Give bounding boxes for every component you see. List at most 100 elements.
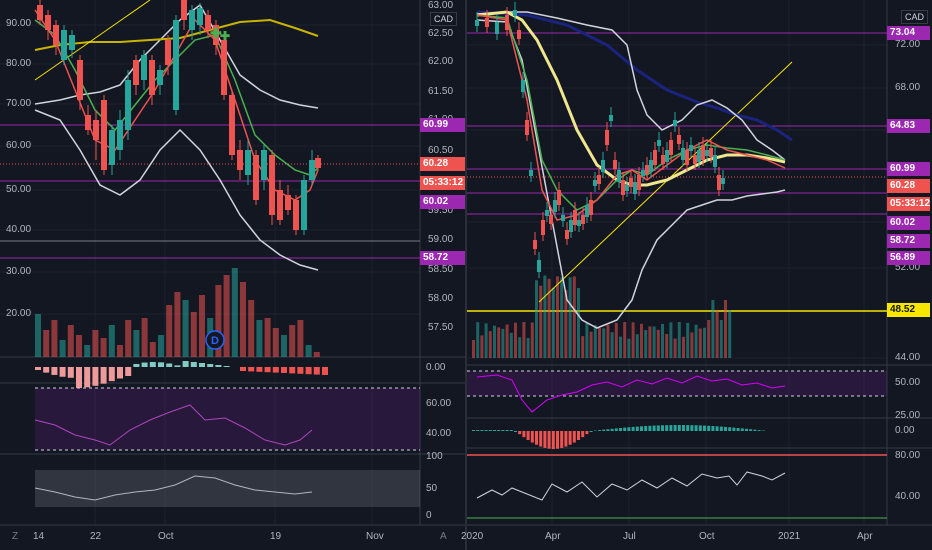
candle — [229, 90, 235, 160]
auto-scale-button[interactable]: A — [440, 531, 447, 542]
candle — [549, 207, 553, 230]
candle — [157, 65, 163, 95]
macd-bar — [84, 367, 91, 388]
macd-bar — [256, 367, 263, 372]
volume-bar — [476, 322, 480, 358]
candle — [697, 142, 701, 168]
candle — [315, 155, 321, 170]
macd-bar — [669, 425, 673, 431]
time-axis[interactable]: Z 14 22 Oct 19 Nov — [0, 526, 420, 550]
oscillator-axis-label: 90.00 — [6, 18, 32, 29]
rsi-line — [476, 374, 786, 413]
volume-bar — [610, 332, 614, 358]
volume-bar — [281, 335, 287, 357]
volume-bar — [572, 276, 576, 358]
buy-signal-marker: ✚ — [210, 25, 222, 41]
macd-bar — [509, 430, 513, 431]
price-axis-label: 63.00 — [428, 0, 454, 11]
rsi-line — [34, 404, 313, 446]
macd-bar — [736, 428, 740, 431]
volume-bar — [133, 330, 140, 357]
moving-average-yellow — [34, 18, 319, 51]
macd-bar — [556, 431, 559, 449]
candle — [657, 132, 661, 152]
macd-bar — [174, 365, 181, 367]
macd-bar — [215, 365, 222, 367]
candlestick-series — [37, 0, 321, 235]
macd-bar — [715, 426, 719, 431]
volume-bar — [686, 322, 690, 358]
macd-bar — [289, 367, 296, 374]
candle — [589, 192, 593, 221]
volume-bar — [493, 325, 496, 358]
candle — [141, 50, 147, 90]
oscillator-axis-label: 30.00 — [6, 266, 32, 277]
macd-bar — [530, 431, 534, 443]
oscillator-axis-label: 20.00 — [6, 308, 32, 319]
candle — [693, 147, 697, 170]
candle — [689, 137, 693, 157]
volume-bar — [272, 328, 279, 357]
volume-bar — [619, 336, 622, 358]
macd-bar — [564, 431, 568, 447]
moving-average-blue — [476, 10, 793, 142]
stoch-axis-label-40: 40.00 — [895, 491, 921, 502]
volume-bar — [199, 295, 205, 357]
volume-bar — [92, 330, 99, 357]
macd-bar — [749, 429, 753, 431]
volume-bar — [535, 280, 538, 358]
time-axis[interactable]: A 2020 Apr Jul Oct 2021 Apr — [440, 526, 887, 550]
volume-bar — [631, 322, 635, 358]
price-badge: 73.04 — [887, 26, 930, 40]
candle — [605, 122, 609, 151]
stoch-axis-label-50: 50 — [426, 483, 438, 494]
right-chart-canvas[interactable] — [467, 0, 932, 550]
volume-bar — [530, 322, 534, 358]
macd-bar — [707, 425, 711, 431]
candle — [53, 20, 59, 55]
macd-bar — [297, 367, 304, 374]
macd-bar — [133, 363, 140, 367]
time-label: Oct — [699, 531, 715, 542]
candle — [717, 167, 721, 196]
volume-bar — [556, 276, 559, 358]
macd-bar — [141, 362, 148, 367]
price-axis-label: 68.00 — [895, 82, 921, 93]
volume-bar — [305, 345, 312, 357]
volume-bar — [158, 335, 164, 357]
macd-bar — [581, 431, 585, 438]
volume-bar — [719, 320, 723, 358]
macd-bar — [182, 361, 189, 367]
candle — [513, 2, 517, 22]
price-axis-label: 58.50 — [428, 264, 454, 275]
volume-bar — [598, 327, 601, 358]
candle — [277, 180, 283, 225]
macd-bar — [711, 426, 715, 431]
oscillator-axis-label: 60.00 — [6, 140, 32, 151]
candle — [621, 172, 625, 201]
volume-bar — [593, 325, 597, 358]
macd-bar — [635, 426, 639, 431]
volume-bar — [125, 320, 132, 357]
tz-button[interactable]: Z — [12, 531, 19, 542]
candle — [585, 197, 589, 223]
price-badge: 05:33:12 — [420, 176, 465, 190]
volume-bar — [480, 335, 484, 358]
candle — [301, 175, 307, 235]
pane-divider[interactable] — [465, 0, 467, 550]
left-chart-pane[interactable]: ✚ ✚ D CAD 63.0062.5062.0061.5061.0060.50… — [0, 0, 465, 550]
candle — [149, 55, 155, 105]
volume-bar — [240, 282, 246, 357]
candle — [213, 20, 219, 55]
macd-bar — [665, 425, 669, 431]
macd-bar — [619, 428, 622, 431]
volume-bar — [35, 314, 41, 357]
volume-bar — [256, 320, 263, 357]
volume-bar — [543, 275, 547, 358]
macd-bar — [488, 430, 492, 431]
price-badge: 64.83 — [887, 119, 930, 133]
macd-bar — [614, 428, 618, 431]
dividend-marker[interactable] — [205, 330, 225, 350]
left-chart-canvas[interactable]: ✚ ✚ D — [0, 0, 465, 550]
